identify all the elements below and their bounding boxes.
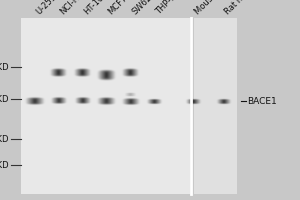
Text: 55KD: 55KD [0,95,9,104]
Text: THP-1: THP-1 [154,0,178,16]
Text: SW620: SW620 [130,0,158,16]
Bar [194,18,237,194]
Text: HT-1080: HT-1080 [82,0,113,16]
Text: BACE1: BACE1 [247,97,277,106]
Text: 70KD: 70KD [0,62,9,72]
Text: MCF7: MCF7 [106,0,129,16]
Text: NCI-H460: NCI-H460 [58,0,93,16]
Bar [21,18,190,194]
Text: Rat heart: Rat heart [224,0,258,16]
Text: 40KD: 40KD [0,134,9,144]
Text: 35KD: 35KD [0,160,9,170]
Text: U-251: U-251 [34,0,58,16]
Text: Mouse brain: Mouse brain [194,0,236,16]
